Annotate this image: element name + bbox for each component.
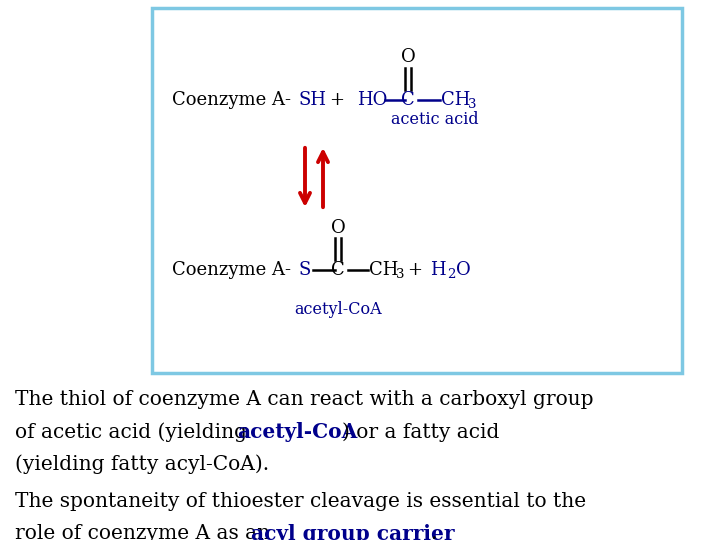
Text: +: + bbox=[408, 261, 423, 279]
Text: acetic acid: acetic acid bbox=[391, 111, 479, 129]
Text: (yielding fatty acyl-CoA).: (yielding fatty acyl-CoA). bbox=[15, 454, 269, 474]
Text: acetyl-CoA: acetyl-CoA bbox=[294, 301, 382, 319]
Text: O: O bbox=[456, 261, 471, 279]
Text: acyl group carrier: acyl group carrier bbox=[251, 524, 454, 540]
Text: CH: CH bbox=[441, 91, 470, 109]
Text: 2: 2 bbox=[447, 268, 455, 281]
Text: 3: 3 bbox=[468, 98, 477, 111]
Text: The spontaneity of thioester cleavage is essential to the: The spontaneity of thioester cleavage is… bbox=[15, 492, 586, 511]
Text: CH: CH bbox=[369, 261, 398, 279]
Text: .: . bbox=[430, 524, 436, 540]
Text: of acetic acid (yielding: of acetic acid (yielding bbox=[15, 422, 253, 442]
Text: Coenzyme A-: Coenzyme A- bbox=[172, 91, 291, 109]
Text: SH: SH bbox=[298, 91, 326, 109]
Text: ) or a fatty acid: ) or a fatty acid bbox=[342, 422, 500, 442]
Text: C: C bbox=[331, 261, 345, 279]
Text: C: C bbox=[401, 91, 415, 109]
Text: Coenzyme A-: Coenzyme A- bbox=[172, 261, 291, 279]
Bar bbox=[152, 8, 682, 373]
Text: H: H bbox=[430, 261, 446, 279]
Text: S: S bbox=[298, 261, 310, 279]
Text: acetyl-CoA: acetyl-CoA bbox=[237, 422, 357, 442]
Text: HO: HO bbox=[357, 91, 387, 109]
Text: 3: 3 bbox=[396, 268, 405, 281]
Text: O: O bbox=[400, 48, 415, 66]
Text: role of coenzyme A as an: role of coenzyme A as an bbox=[15, 524, 276, 540]
Text: The thiol of coenzyme A can react with a carboxyl group: The thiol of coenzyme A can react with a… bbox=[15, 390, 593, 409]
Text: +: + bbox=[330, 91, 344, 109]
Text: O: O bbox=[330, 219, 346, 237]
